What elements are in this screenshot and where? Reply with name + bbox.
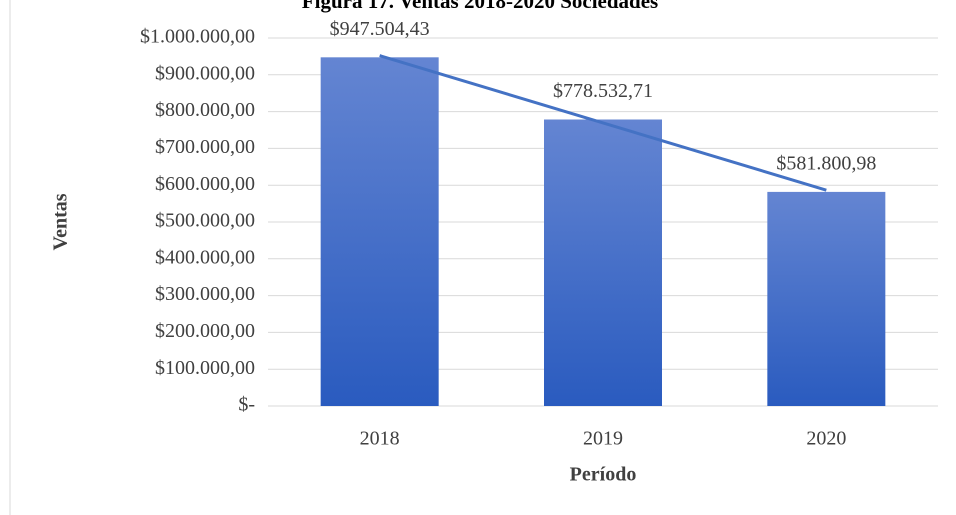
bar: [767, 191, 886, 406]
y-tick-label: $-: [238, 394, 255, 416]
y-tick-label: $1.000.000,00: [140, 26, 255, 48]
y-tick-label: $900.000,00: [155, 62, 255, 84]
chart-frame: [9, 0, 11, 515]
data-label: $778.532,71: [553, 80, 653, 102]
y-tick-label: $300.000,00: [155, 283, 255, 305]
x-tick-label: 2019: [583, 428, 623, 450]
data-label: $947.504,43: [330, 18, 430, 40]
y-tick-label: $400.000,00: [155, 246, 255, 268]
trendline: [379, 54, 827, 192]
bar: [544, 119, 662, 406]
bar: [320, 57, 439, 407]
y-tick-label: $700.000,00: [155, 136, 255, 158]
y-tick-label: $100.000,00: [155, 357, 255, 379]
x-axis-label: Período: [570, 464, 637, 486]
data-label: $581.800,98: [776, 152, 876, 174]
y-tick-label: $200.000,00: [155, 320, 255, 342]
y-tick-label: $600.000,00: [155, 173, 255, 195]
chart-title: Figura 17. Ventas 2018-2020 Sociedades: [302, 0, 658, 13]
y-axis-label: Ventas: [50, 193, 72, 250]
x-tick-label: 2020: [806, 428, 846, 450]
x-tick-label: 2018: [360, 428, 400, 450]
y-tick-label: $500.000,00: [155, 210, 255, 232]
y-tick-label: $800.000,00: [155, 99, 255, 121]
